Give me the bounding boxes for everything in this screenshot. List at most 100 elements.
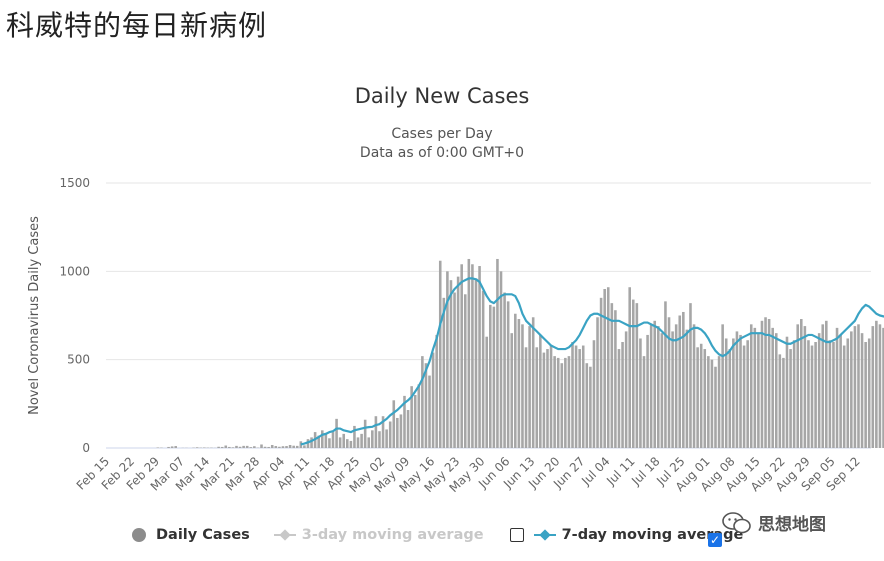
bar — [306, 439, 310, 448]
bar — [299, 441, 303, 448]
bar — [320, 430, 324, 448]
bar — [828, 340, 832, 448]
watermark: 思想地图 — [722, 510, 826, 535]
bar — [406, 410, 410, 448]
bar — [460, 264, 463, 448]
bar — [703, 349, 707, 448]
bar — [735, 331, 739, 448]
bar — [696, 347, 699, 448]
bar — [639, 338, 642, 448]
bar — [424, 363, 428, 448]
bar — [535, 347, 539, 448]
bar — [403, 395, 406, 448]
bar — [388, 421, 392, 448]
legend-daily-cases[interactable]: Daily Cases — [132, 527, 250, 543]
bar — [642, 356, 646, 448]
bar — [431, 352, 435, 448]
bar — [739, 334, 742, 448]
bar — [685, 329, 689, 448]
bar — [542, 352, 546, 448]
bar — [578, 349, 581, 448]
bar — [599, 297, 603, 448]
ma7-checkbox[interactable]: ✓ — [708, 533, 722, 547]
bar — [438, 260, 442, 448]
bar — [267, 446, 270, 448]
legend-3day-ma[interactable]: 3-day moving average — [273, 527, 484, 543]
bar — [295, 445, 299, 448]
y-axis-label: Novel Coronavirus Daily Cases — [27, 216, 42, 415]
bar — [810, 345, 814, 448]
bar — [753, 327, 757, 448]
ma3-checkbox[interactable] — [509, 528, 524, 542]
bar — [346, 439, 349, 448]
series-line-7day-ma — [300, 277, 884, 446]
bar — [857, 324, 860, 448]
bar — [317, 435, 320, 448]
bar — [349, 440, 353, 448]
bar — [224, 445, 228, 448]
bar — [245, 445, 249, 448]
bar — [839, 334, 842, 448]
legend-7day-ma[interactable]: 7-day moving average — [533, 527, 743, 543]
bar — [217, 446, 220, 448]
bar — [517, 319, 521, 448]
bar — [796, 324, 800, 448]
chart-title: Daily New Cases — [354, 84, 530, 108]
y-tick-label: 0 — [82, 441, 90, 455]
bar — [531, 317, 535, 448]
bar — [624, 331, 628, 448]
bar — [592, 340, 596, 448]
bar — [778, 354, 782, 448]
legend-daily-cases-marker — [132, 528, 146, 542]
bar — [342, 433, 346, 448]
bar — [646, 334, 649, 448]
bar — [860, 333, 864, 448]
bar — [785, 336, 789, 448]
bar — [203, 447, 206, 448]
bar — [614, 310, 617, 448]
y-tick-label: 1500 — [59, 176, 90, 190]
bar — [449, 280, 453, 448]
bar — [571, 342, 574, 448]
bar — [278, 446, 281, 448]
legend-daily-cases-label: Daily Cases — [156, 527, 250, 543]
bar — [528, 326, 531, 448]
bar — [560, 363, 564, 448]
bar — [456, 276, 460, 448]
bar — [374, 416, 378, 448]
bar — [471, 264, 474, 448]
bar — [771, 327, 774, 448]
bar — [567, 356, 571, 448]
x-tick-label: Jul 11 — [603, 454, 637, 488]
bar — [660, 333, 664, 448]
watermark-text: 思想地图 — [758, 515, 826, 535]
bar — [421, 356, 424, 448]
bar — [549, 345, 553, 448]
bar — [292, 445, 295, 448]
bar — [724, 338, 728, 448]
bar — [539, 334, 542, 448]
bar — [714, 366, 717, 448]
bar — [260, 444, 263, 448]
bar — [331, 432, 335, 448]
bar — [253, 446, 256, 448]
bar — [235, 445, 238, 448]
bar — [707, 356, 710, 448]
bar — [699, 343, 703, 448]
bar — [671, 331, 674, 448]
bar — [767, 319, 771, 448]
bar — [281, 446, 285, 448]
bar — [631, 299, 635, 448]
bar — [478, 266, 481, 448]
bar — [510, 333, 514, 448]
bar — [396, 417, 399, 448]
bar — [506, 301, 510, 448]
bar — [749, 324, 753, 448]
bar — [875, 320, 878, 448]
bar — [657, 326, 660, 448]
bar — [853, 326, 857, 448]
bar — [310, 437, 313, 448]
bar — [485, 336, 488, 448]
bar — [489, 304, 492, 448]
bar — [353, 425, 356, 448]
